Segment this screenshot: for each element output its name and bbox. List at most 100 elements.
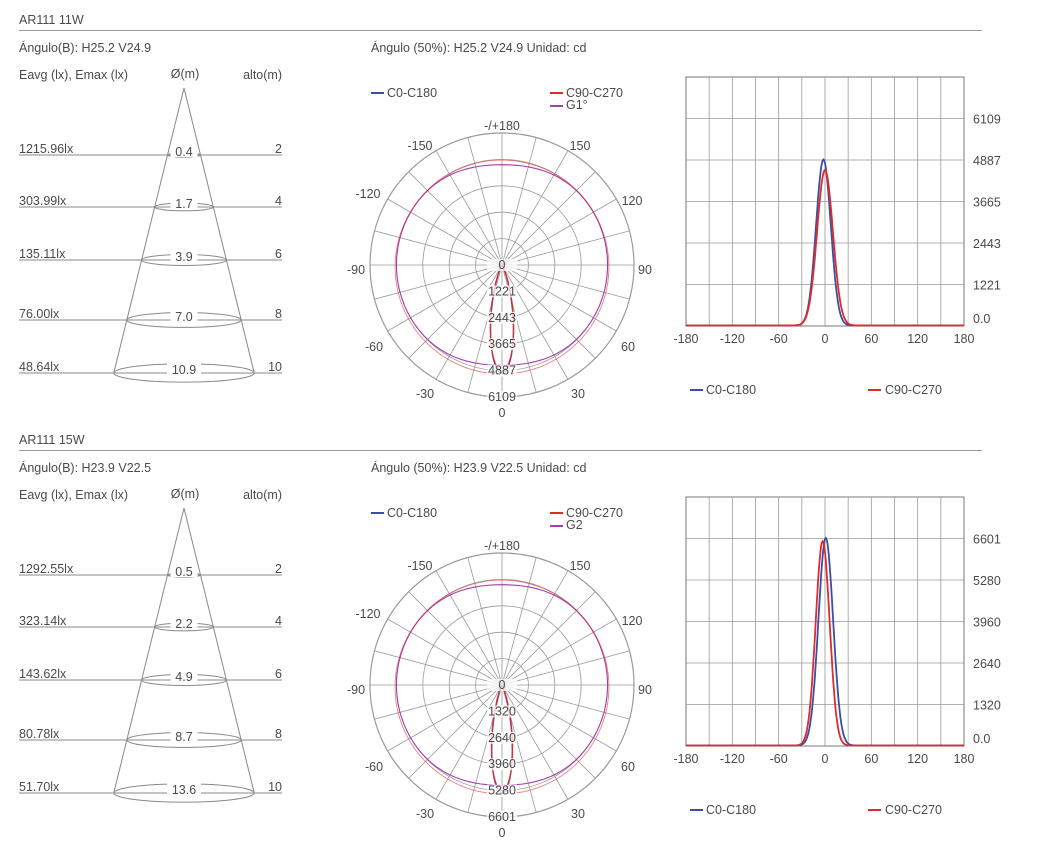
polar-angle-label: -/+180 bbox=[484, 119, 520, 133]
radial-label-bg bbox=[487, 338, 517, 351]
lux-header: Eavg (lx), Emax (lx) bbox=[19, 488, 128, 502]
polar-spoke bbox=[501, 557, 537, 686]
x-tick-label: -60 bbox=[770, 752, 788, 766]
radial-label-bg bbox=[487, 311, 517, 324]
cone-row: 48.64lx 10.9 10 bbox=[19, 360, 282, 383]
y-tick-label: 3960 bbox=[973, 616, 1001, 630]
polar-spoke bbox=[374, 264, 503, 300]
polar-spoke bbox=[374, 684, 503, 720]
polar-spoke bbox=[501, 230, 630, 266]
radial-label-bg bbox=[487, 364, 517, 377]
cone-row: 80.78lx 8.7 8 bbox=[19, 727, 282, 748]
polar-spoke bbox=[387, 684, 503, 752]
radial-label-bg bbox=[487, 391, 517, 403]
polar-spoke bbox=[408, 684, 503, 779]
polar-spoke bbox=[501, 591, 596, 686]
polar-spoke bbox=[501, 137, 537, 266]
legend-g-curve: G1° bbox=[566, 98, 588, 112]
polar-spoke bbox=[435, 570, 503, 686]
height-value: 10 bbox=[268, 360, 282, 374]
polar-angle-label: 120 bbox=[622, 194, 643, 208]
height-value: 10 bbox=[268, 780, 282, 794]
polar-angle-label: -120 bbox=[355, 187, 380, 201]
x-tick-label: 60 bbox=[864, 752, 878, 766]
polar-angle-label: 30 bbox=[571, 807, 585, 821]
polar-radial-label: 3665 bbox=[488, 337, 516, 351]
diameter-value: 2.2 bbox=[175, 617, 192, 631]
lux-header: Eavg (lx), Emax (lx) bbox=[19, 68, 128, 82]
lux-value: 1215.96lx bbox=[19, 142, 74, 156]
polar-radial-label: 4887 bbox=[488, 364, 516, 378]
intensity-chart: 0.0 1320 2640 3960 5280 6601 -180 -120 -60 0 60 120… bbox=[673, 496, 1001, 817]
diameter-value: 7.0 bbox=[175, 310, 192, 324]
light-cone: 1292.55lx 0.5 2 323.14lx 2.2 4 143.62lx 4.9 6 80.… bbox=[19, 507, 282, 803]
light-cone: 1215.96lx 0.4 2 303.99lx 1.7 4 135.11lx 3.9 6 76.… bbox=[19, 87, 282, 383]
height-header: alto(m) bbox=[243, 488, 282, 502]
polar-spoke bbox=[501, 264, 596, 359]
polar-spoke bbox=[501, 684, 569, 800]
height-value: 2 bbox=[275, 562, 282, 576]
polar-header: Ángulo (50%): H25.2 V24.9 Unidad: cd bbox=[371, 40, 586, 55]
y-tick-label: 2640 bbox=[973, 657, 1001, 671]
polar-radial-label: 6109 bbox=[488, 390, 516, 404]
polar-radial-label: 5280 bbox=[488, 784, 516, 798]
radial-label-bg bbox=[487, 705, 517, 718]
polar-spoke bbox=[501, 171, 596, 266]
y-tick-label: 0.0 bbox=[973, 312, 990, 326]
radial-label-bg bbox=[487, 758, 517, 771]
cone-row: 135.11lx 3.9 6 bbox=[19, 247, 282, 267]
diameter-value: 1.7 bbox=[175, 197, 192, 211]
height-value: 4 bbox=[275, 194, 282, 208]
y-tick-label: 5280 bbox=[973, 574, 1001, 588]
radial-label-bg bbox=[487, 811, 517, 823]
diameter-value: 10.9 bbox=[172, 363, 196, 377]
y-tick-label: 0.0 bbox=[973, 732, 990, 746]
lux-value: 323.14lx bbox=[19, 614, 67, 628]
lux-value: 303.99lx bbox=[19, 194, 67, 208]
section-ar111-15w: AR111 15W Ángulo(B): H23.9 V22.5 Eavg (lx)… bbox=[19, 433, 1001, 840]
polar-radial-label: 2640 bbox=[488, 731, 516, 745]
cone-row: 323.14lx 2.2 4 bbox=[19, 614, 282, 632]
legend-g-curve: G2 bbox=[566, 518, 583, 532]
diameter-bg bbox=[167, 783, 201, 795]
legend-c0-c180: C0-C180 bbox=[387, 86, 437, 100]
cone-row: 1215.96lx 0.4 2 bbox=[19, 142, 282, 159]
diameter-value: 3.9 bbox=[175, 250, 192, 264]
polar-spoke bbox=[435, 264, 503, 380]
y-tick-label: 2443 bbox=[973, 237, 1001, 251]
polar-spoke bbox=[501, 264, 569, 380]
polar-angle-label: 90 bbox=[638, 263, 652, 277]
polar-spoke bbox=[501, 570, 569, 686]
chart-legend-c0-c180: C0-C180 bbox=[706, 383, 756, 397]
section-title: AR111 11W bbox=[19, 13, 84, 27]
polar-header: Ángulo (50%): H23.9 V22.5 Unidad: cd bbox=[371, 460, 586, 475]
legend-c90-c270: C90-C270 bbox=[566, 506, 623, 520]
diameter-bg bbox=[170, 730, 198, 742]
diameter-value: 13.6 bbox=[172, 783, 196, 797]
series-line-c90-c270 bbox=[686, 168, 964, 327]
y-tick-label: 3665 bbox=[973, 196, 1001, 210]
diameter-bg bbox=[170, 145, 198, 157]
polar-radial-label: 6601 bbox=[488, 810, 516, 824]
diameter-value: 0.4 bbox=[175, 145, 192, 159]
beam-angle-label: Ángulo(B): H23.9 V22.5 bbox=[19, 460, 151, 475]
diameter-header: Ø(m) bbox=[171, 67, 199, 81]
height-value: 8 bbox=[275, 307, 282, 321]
diameter-value: 4.9 bbox=[175, 670, 192, 684]
polar-spoke bbox=[408, 591, 503, 686]
polar-diagram: Ángulo (50%): H25.2 V24.9 Unidad: cd C0-C… bbox=[347, 40, 652, 420]
x-tick-label: -120 bbox=[720, 332, 745, 346]
series-line-c90-c270 bbox=[686, 539, 964, 747]
polar-angle-label: -30 bbox=[416, 387, 434, 401]
polar-angle-label: 60 bbox=[621, 760, 635, 774]
radial-label-bg bbox=[487, 731, 517, 744]
diameter-header: Ø(m) bbox=[171, 487, 199, 501]
chart-legend-c90-c270: C90-C270 bbox=[885, 383, 942, 397]
x-tick-label: -60 bbox=[770, 332, 788, 346]
y-tick-label: 6601 bbox=[973, 533, 1001, 547]
diameter-bg bbox=[170, 617, 198, 629]
height-value: 6 bbox=[275, 667, 282, 681]
y-tick-label: 6109 bbox=[973, 113, 1001, 127]
height-value: 2 bbox=[275, 142, 282, 156]
polar-angle-label: 0 bbox=[499, 826, 506, 840]
